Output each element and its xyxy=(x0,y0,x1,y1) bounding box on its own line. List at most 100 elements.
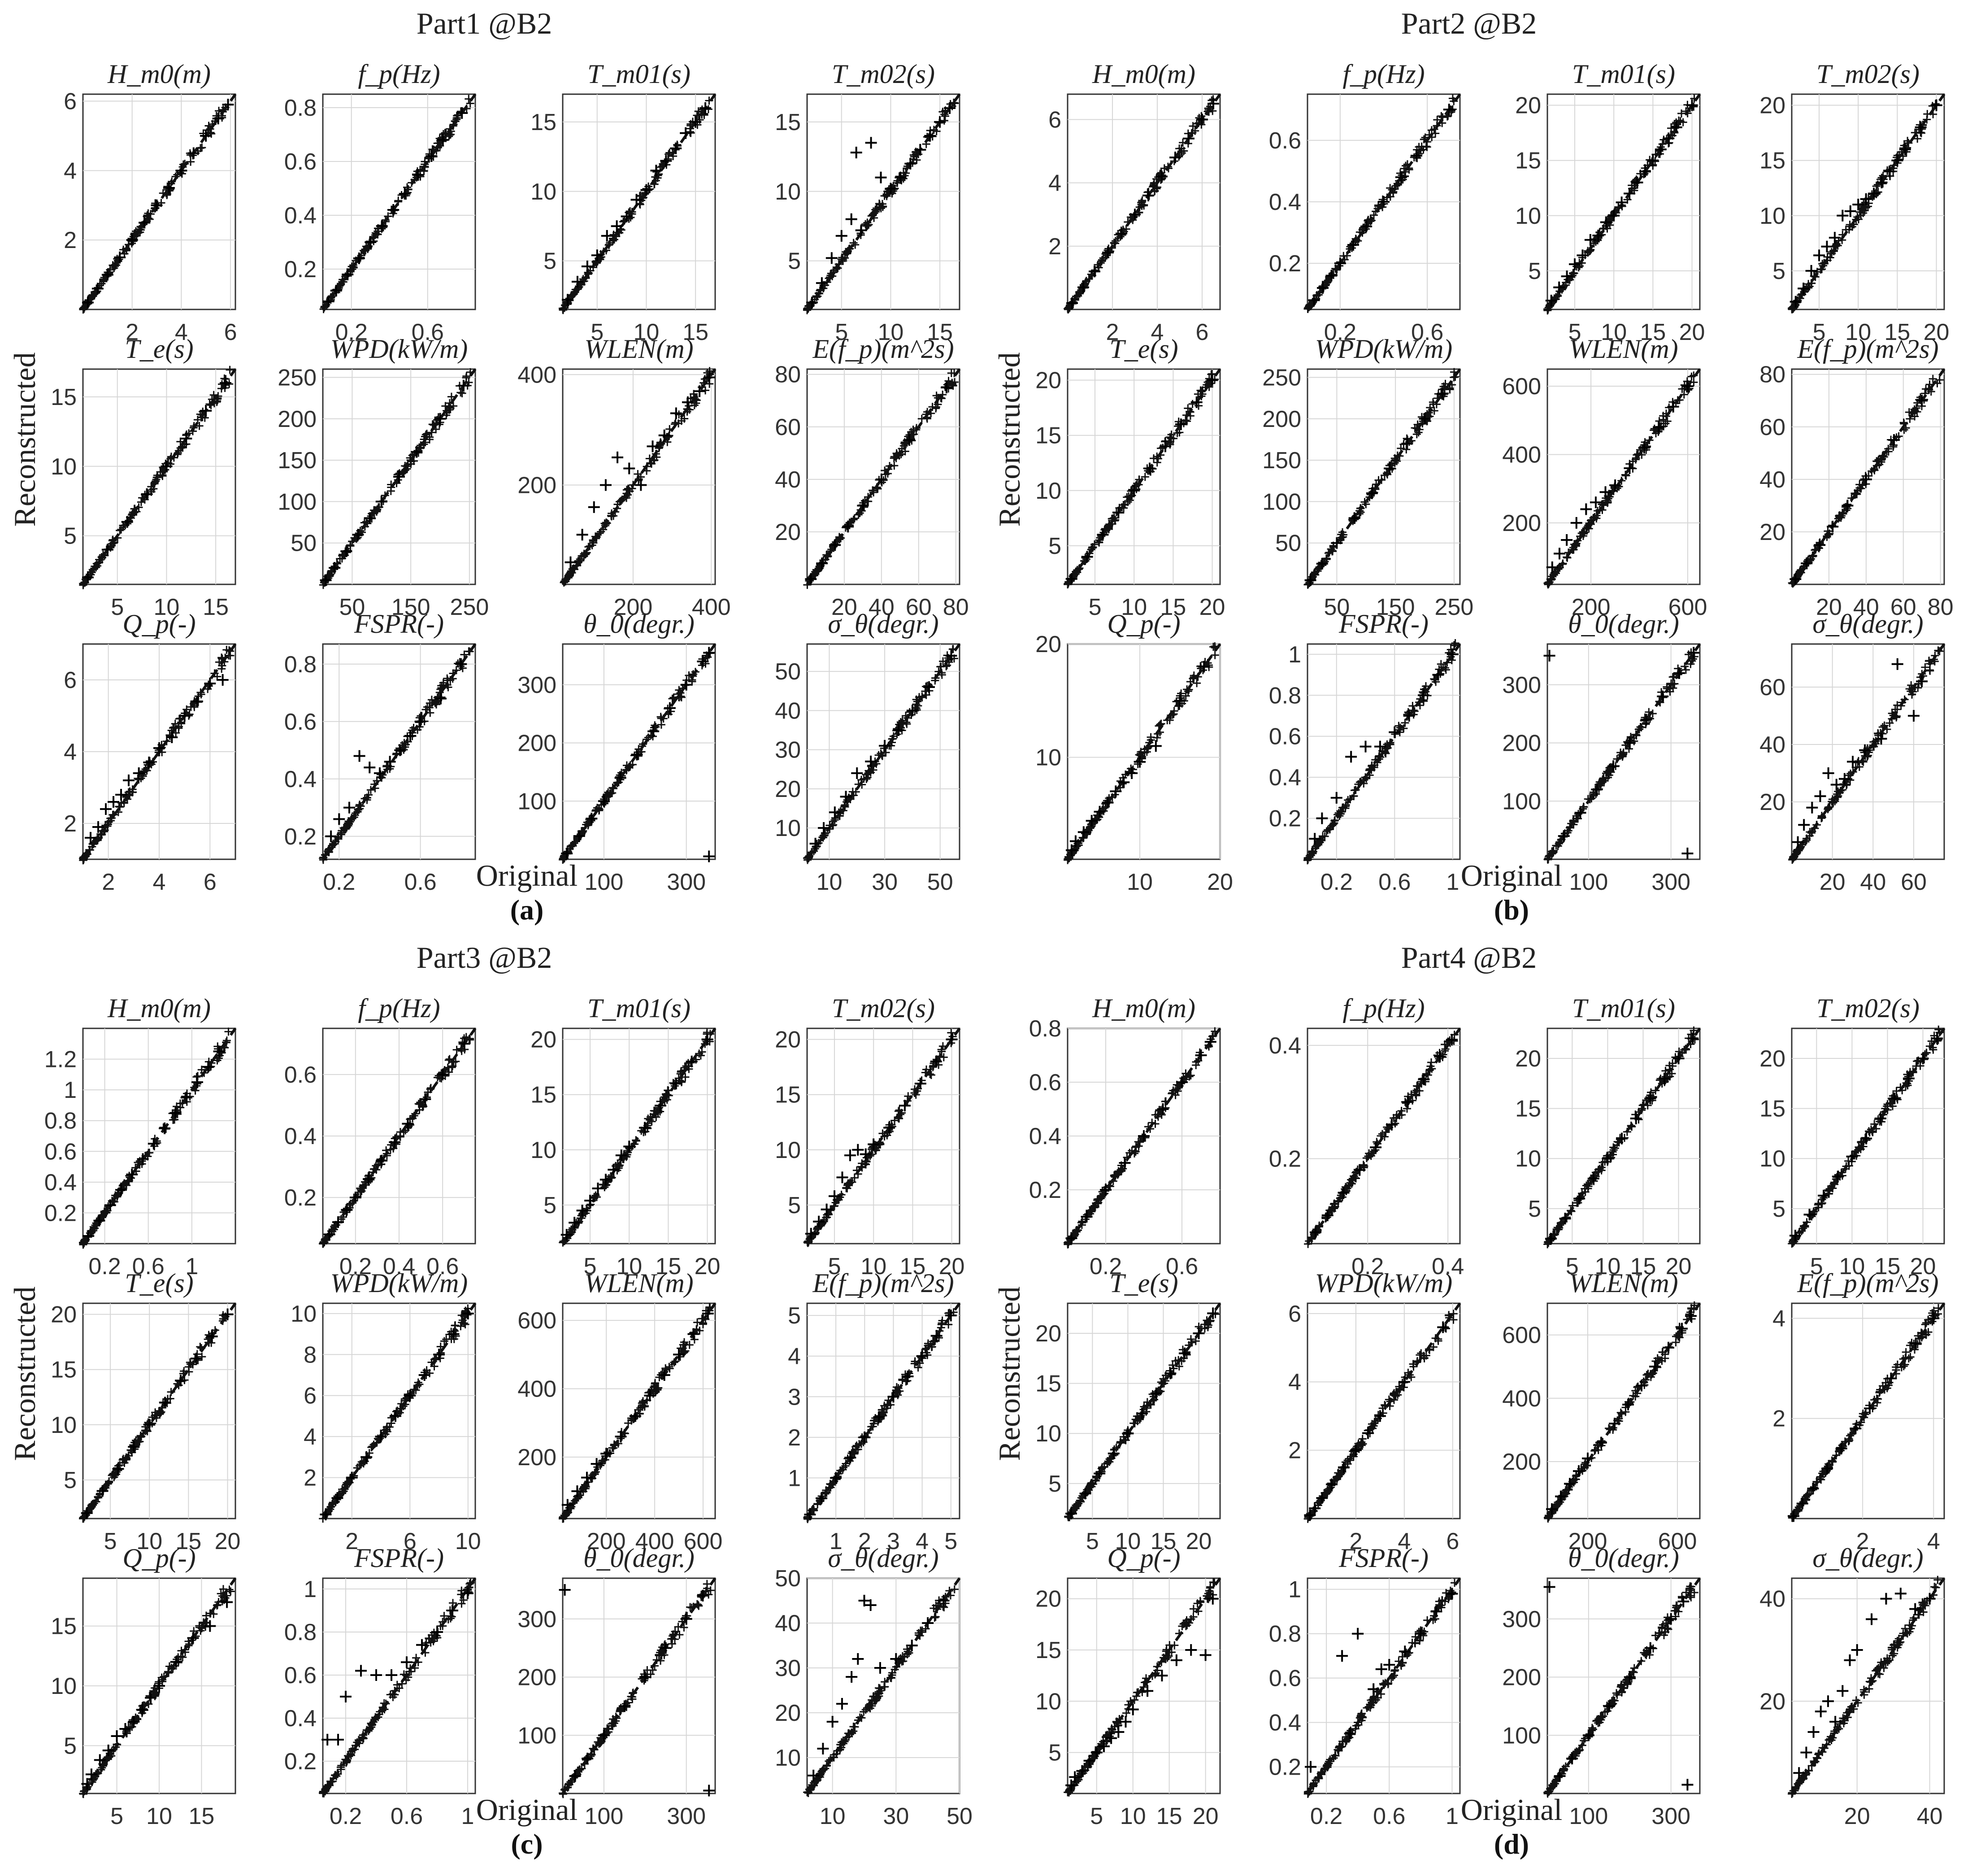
y-tick-label: 80 xyxy=(775,362,801,388)
y-tick-label: 8 xyxy=(304,1342,317,1368)
subplot: Q_p(-) 5 10 15 5 10 15 xyxy=(51,1543,237,1829)
subplot-title: T_e(s) xyxy=(1109,334,1178,364)
x-tick-label: 0.2 xyxy=(1090,1254,1122,1280)
x-axis-label: Original xyxy=(1461,858,1563,892)
data-point xyxy=(584,1195,596,1206)
y-tick-label: 10 xyxy=(291,1301,317,1327)
data-point xyxy=(190,1353,202,1365)
scatter-cloud xyxy=(1064,1310,1220,1521)
y-tick-label: 300 xyxy=(1502,1606,1541,1632)
y-tick-label: 30 xyxy=(775,1655,801,1681)
data-point xyxy=(1608,209,1620,222)
data-point xyxy=(1553,548,1565,560)
data-point xyxy=(842,521,854,533)
data-point xyxy=(1362,1427,1374,1439)
data-point xyxy=(331,1492,343,1504)
data-point xyxy=(868,1138,880,1150)
x-tick-label: 300 xyxy=(667,869,706,895)
y-tick-label: 250 xyxy=(1262,365,1301,391)
y-tick-label: 0.8 xyxy=(1269,683,1301,709)
data-point xyxy=(809,838,821,850)
x-tick-label: 20 xyxy=(1666,1254,1692,1280)
data-point xyxy=(414,715,426,727)
data-point xyxy=(1682,380,1694,392)
data-point xyxy=(1844,205,1856,217)
subplot-title: H_m0(m) xyxy=(1092,993,1195,1023)
subplot: T_e(s) 5 10 15 20 5 10 15 20 xyxy=(1035,334,1225,620)
data-point xyxy=(404,730,416,742)
data-point xyxy=(1150,740,1162,752)
x-tick-label: 0.2 xyxy=(323,869,355,895)
data-point xyxy=(151,199,163,211)
y-tick-label: 2 xyxy=(1772,1406,1785,1432)
data-point xyxy=(644,1389,656,1402)
y-tick-label: 2 xyxy=(64,227,77,253)
data-point xyxy=(1590,496,1602,509)
data-point xyxy=(1345,751,1357,763)
x-tick-label: 50 xyxy=(339,594,365,620)
y-tick-label: 2 xyxy=(64,811,77,837)
data-point xyxy=(647,440,659,453)
data-point xyxy=(187,147,200,159)
data-point xyxy=(159,1397,171,1409)
y-tick-label: 10 xyxy=(1035,1689,1061,1715)
data-point xyxy=(1065,844,1077,856)
y-tick-label: 15 xyxy=(775,109,801,135)
data-point xyxy=(673,1349,685,1361)
data-point xyxy=(1418,689,1430,701)
y-tick-label: 200 xyxy=(517,1445,556,1471)
data-point xyxy=(1555,1490,1567,1502)
data-point xyxy=(576,529,588,541)
y-tick-label: 0.6 xyxy=(284,1062,317,1088)
y-tick-label: 5 xyxy=(1772,1196,1785,1222)
data-point xyxy=(703,647,715,659)
y-tick-label: 0.8 xyxy=(1029,1016,1061,1042)
x-tick-label: 15 xyxy=(1156,1803,1182,1829)
data-point xyxy=(1389,726,1401,738)
data-point xyxy=(846,1671,858,1683)
y-tick-label: 200 xyxy=(1502,1665,1541,1691)
x-tick-label: 0.2 xyxy=(339,1254,372,1280)
data-point xyxy=(320,1508,332,1520)
data-point xyxy=(170,1656,182,1668)
x-tick-label: 10 xyxy=(1121,594,1147,620)
y-tick-label: 200 xyxy=(1502,731,1541,757)
x-tick-label: 20 xyxy=(1193,1803,1219,1829)
y-tick-label: 40 xyxy=(775,467,801,493)
data-point xyxy=(844,1149,856,1162)
x-tick-label: 20 xyxy=(1199,594,1225,620)
data-point xyxy=(1159,440,1171,453)
data-point xyxy=(1360,220,1373,232)
data-point xyxy=(1876,176,1888,188)
data-point xyxy=(618,1700,630,1712)
data-point xyxy=(598,1729,610,1741)
panel-title: Part2 @B2 xyxy=(1401,6,1537,40)
y-tick-label: 100 xyxy=(517,788,556,814)
data-point xyxy=(83,1230,95,1242)
data-point xyxy=(1199,1649,1212,1661)
x-tick-label: 400 xyxy=(692,594,731,620)
data-point xyxy=(1334,257,1346,270)
data-point xyxy=(1331,537,1343,549)
data-point xyxy=(402,1118,414,1130)
y-tick-label: 150 xyxy=(278,448,317,474)
subplot: WLEN(m) 200 600 200 400 600 xyxy=(1502,334,1707,620)
data-point xyxy=(1415,1628,1427,1640)
y-tick-label: 5 xyxy=(1528,258,1541,284)
x-tick-label: 15 xyxy=(203,594,229,620)
data-point xyxy=(1681,1779,1694,1791)
data-point xyxy=(682,396,694,408)
x-tick-label: 10 xyxy=(634,319,660,345)
subplot: WLEN(m) 200 600 200 400 600 xyxy=(1502,1268,1701,1554)
data-point xyxy=(571,1485,583,1497)
data-point xyxy=(1566,1753,1578,1765)
data-point xyxy=(1170,1654,1182,1666)
data-point xyxy=(816,1492,828,1504)
data-point xyxy=(1805,265,1817,277)
scatter-cloud xyxy=(319,368,474,589)
data-point xyxy=(447,1605,458,1616)
data-point xyxy=(1657,690,1669,702)
data-point xyxy=(623,1140,635,1153)
data-point xyxy=(1543,649,1555,662)
data-point xyxy=(946,1033,958,1045)
